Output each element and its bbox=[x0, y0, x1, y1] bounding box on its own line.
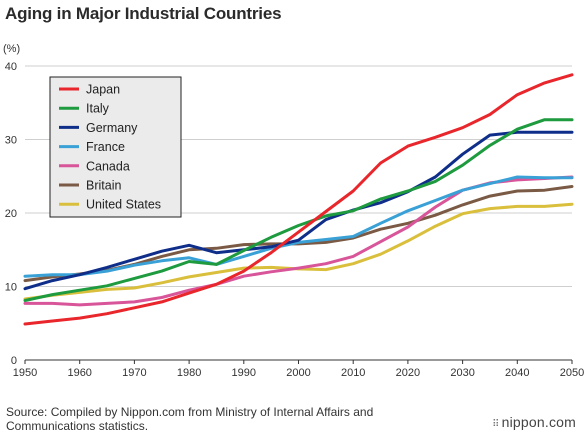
x-tick-label: 1960 bbox=[67, 367, 91, 379]
x-tick-label: 1990 bbox=[232, 367, 256, 379]
brand-name: nippon.com bbox=[501, 414, 576, 430]
legend-label-france: France bbox=[86, 140, 125, 154]
nippon-logo: ⠿ nippon.com bbox=[492, 414, 576, 430]
brand-dots-icon: ⠿ bbox=[492, 419, 500, 430]
x-tick-label: 2020 bbox=[396, 367, 420, 379]
series-line-italy bbox=[23, 118, 574, 302]
legend-label-japan: Japan bbox=[86, 83, 120, 97]
series-line-japan bbox=[23, 73, 574, 326]
y-tick-label: 20 bbox=[5, 208, 17, 220]
x-tick-label: 2050 bbox=[560, 367, 584, 379]
legend-label-italy: Italy bbox=[86, 102, 110, 116]
x-tick-label: 1950 bbox=[13, 367, 37, 379]
legend-label-britain: Britain bbox=[86, 179, 121, 193]
legend-label-canada: Canada bbox=[86, 159, 130, 173]
legend-label-united-states: United States bbox=[86, 198, 161, 212]
x-tick-label: 2040 bbox=[505, 367, 529, 379]
x-tick-label: 1980 bbox=[177, 367, 201, 379]
x-tick-label: 2000 bbox=[286, 367, 310, 379]
x-tick-label: 1970 bbox=[122, 367, 146, 379]
y-tick-label: 10 bbox=[5, 282, 17, 294]
y-tick-label: 30 bbox=[5, 135, 17, 147]
series-line-france bbox=[23, 175, 574, 278]
source-note: Source: Compiled by Nippon.com from Mini… bbox=[6, 405, 374, 433]
y-axis-label: (%) bbox=[3, 43, 20, 55]
x-tick-label: 2030 bbox=[450, 367, 474, 379]
legend-label-germany: Germany bbox=[86, 121, 138, 135]
y-tick-label: 40 bbox=[5, 61, 17, 73]
chart-title: Aging in Major Industrial Countries bbox=[5, 4, 282, 23]
x-tick-label: 2010 bbox=[341, 367, 365, 379]
y-tick-label: 0 bbox=[11, 355, 17, 367]
series-line-germany bbox=[23, 130, 574, 291]
